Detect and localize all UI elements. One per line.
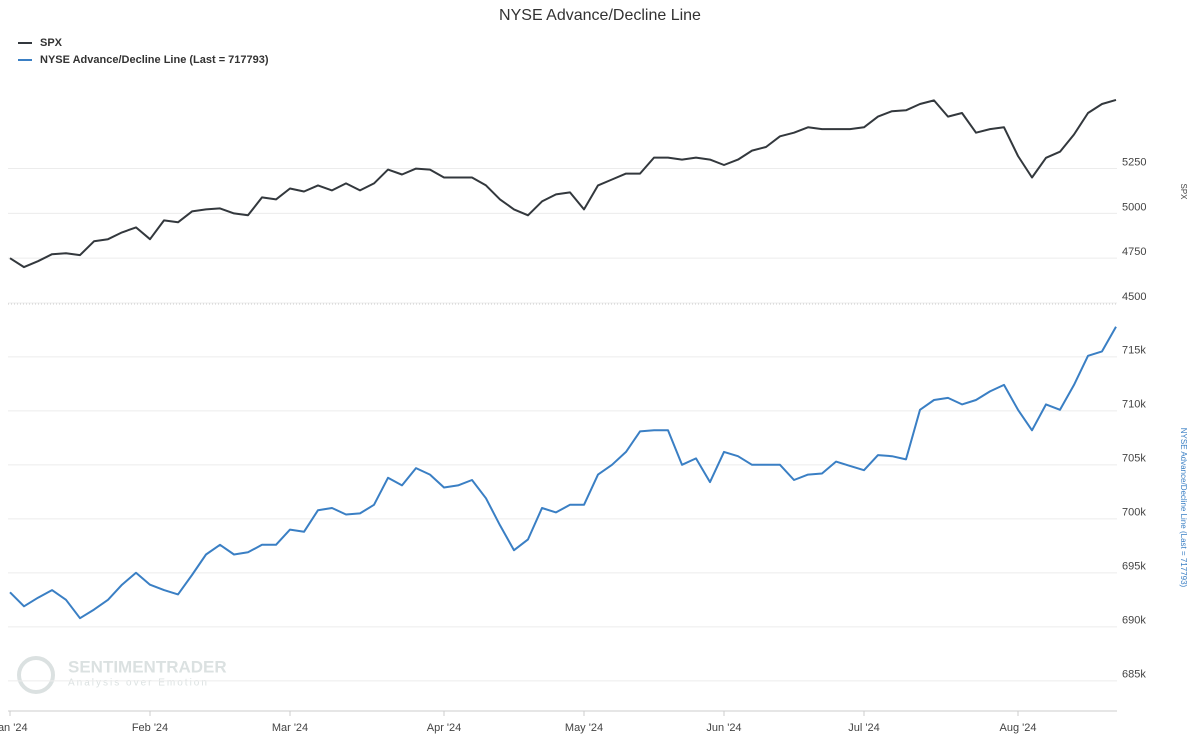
chart-title: NYSE Advance/Decline Line [499, 7, 701, 24]
watermark: SENTIMENTRADER Analysis over Emotion [17, 656, 227, 694]
y-tick-label: 685k [1122, 669, 1146, 681]
series-line [9, 326, 1117, 620]
axis-title: NYSE Advance/Decline Line (Last = 717793… [1179, 428, 1188, 588]
axis-title: SPX [1179, 183, 1188, 200]
legend-label: SPX [40, 37, 63, 49]
x-tick-label: Apr '24 [427, 722, 462, 734]
y-tick-label: 690k [1122, 615, 1146, 627]
x-tick-label: Jul '24 [848, 722, 879, 734]
y-tick-label: 695k [1122, 561, 1146, 573]
y-tick-label: 700k [1122, 507, 1146, 519]
y-tick-label: 715k [1122, 345, 1146, 357]
x-tick-label: Jan '24 [0, 722, 28, 734]
y-tick-label: 710k [1122, 399, 1146, 411]
x-tick-label: May '24 [565, 722, 603, 734]
watermark-icon [17, 656, 55, 694]
x-tick-label: Feb '24 [132, 722, 168, 734]
y-tick-label: 5250 [1122, 156, 1146, 168]
y-tick-label: 4750 [1122, 246, 1146, 258]
x-tick-label: Mar '24 [272, 722, 308, 734]
legend-label: NYSE Advance/Decline Line (Last = 717793… [40, 54, 269, 66]
y-tick-label: 4500 [1122, 291, 1146, 303]
watermark-tagline: Analysis over Emotion [68, 678, 209, 689]
watermark-brand: SENTIMENTRADER [68, 657, 227, 676]
y-tick-label: 705k [1122, 453, 1146, 465]
x-tick-label: Aug '24 [1000, 722, 1037, 734]
series-line [9, 98, 1117, 269]
x-tick-label: Jun '24 [706, 722, 741, 734]
y-tick-label: 5000 [1122, 201, 1146, 213]
